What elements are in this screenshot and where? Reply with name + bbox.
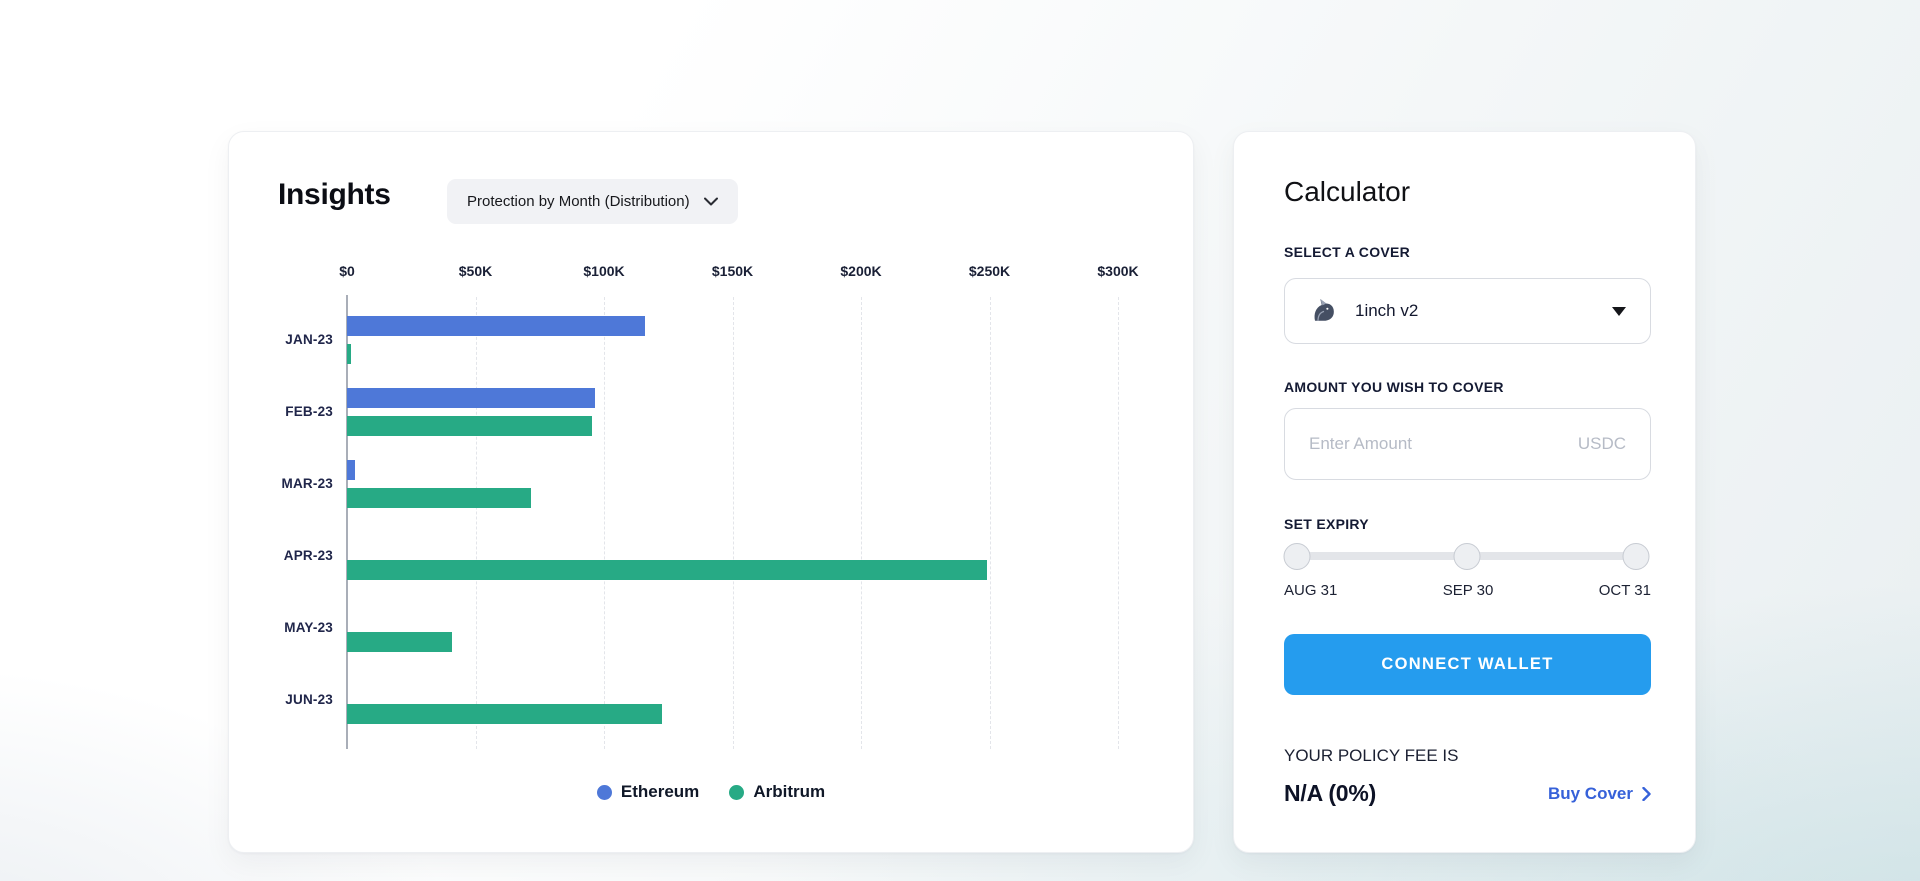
cover-select-label: SELECT A COVER	[1284, 244, 1411, 260]
legend-item-arbitrum: Arbitrum	[729, 782, 825, 802]
gridline	[475, 297, 477, 749]
policy-fee-value: N/A (0%)	[1284, 780, 1377, 806]
y-axis-month-label: JUN-23	[285, 692, 333, 707]
x-axis-tick: $150K	[711, 263, 754, 279]
policy-fee-label: YOUR POLICY FEE IS	[1284, 746, 1459, 765]
legend-item-ethereum: Ethereum	[596, 782, 700, 802]
bar-arbitrum	[347, 416, 593, 436]
x-axis-tick: $50K	[458, 263, 493, 279]
1inch-logo-icon	[1314, 299, 1334, 321]
y-axis-month-label: MAY-23	[284, 620, 333, 635]
amount-label: AMOUNT YOU WISH TO COVER	[1284, 379, 1504, 395]
cover-selected-value: 1inch v2	[1355, 301, 1419, 320]
y-axis-month-label: APR-23	[283, 548, 333, 563]
insights-card: Insights Protection by Month (Distributi…	[228, 131, 1194, 853]
slider-thumb-aug31[interactable]	[1283, 543, 1311, 570]
chart-filter-selected: Protection by Month (Distribution)	[467, 193, 690, 210]
x-axis-tick: $0	[339, 263, 355, 279]
gridline	[604, 297, 605, 749]
legend-dot-arbitrum	[729, 784, 745, 800]
chart-legend: Ethereum Arbitrum	[229, 782, 1193, 802]
bar-ethereum	[347, 388, 595, 408]
expiry-option: SEP 30	[1442, 582, 1494, 599]
gridline	[861, 297, 862, 749]
expiry-slider[interactable]	[1283, 542, 1650, 570]
bar-arbitrum	[347, 488, 531, 508]
gridline	[1118, 297, 1119, 749]
expiry-option: OCT 31	[1598, 582, 1651, 599]
legend-label: Ethereum	[620, 782, 700, 801]
caret-down-icon	[1612, 306, 1626, 316]
insights-title: Insights	[278, 178, 391, 211]
connect-wallet-button[interactable]: CONNECT WALLET	[1284, 634, 1651, 695]
expiry-option: AUG 31	[1284, 582, 1338, 599]
gridline	[732, 297, 734, 749]
x-axis-tick: $100K	[583, 263, 625, 279]
slider-thumb-oct31[interactable]	[1622, 543, 1650, 570]
chart-filter-dropdown[interactable]: Protection by Month (Distribution)	[447, 179, 738, 224]
bar-arbitrum	[347, 560, 987, 580]
currency-suffix: USDC	[1577, 434, 1626, 453]
chevron-down-icon	[703, 197, 718, 206]
amount-input[interactable]	[1309, 434, 1578, 454]
amount-input-wrap: USDC	[1284, 408, 1651, 480]
slider-thumb-sep30[interactable]	[1453, 543, 1480, 570]
gridline	[989, 297, 991, 749]
bar-arbitrum	[347, 344, 351, 364]
x-axis-tick: $200K	[840, 263, 882, 279]
legend-label: Arbitrum	[753, 782, 826, 801]
x-axis-tick: $300K	[1097, 263, 1139, 279]
buy-cover-link[interactable]: Buy Cover	[1548, 784, 1651, 804]
legend-dot-ethereum	[596, 784, 612, 800]
chevron-right-icon	[1642, 786, 1651, 801]
bar-arbitrum	[347, 704, 662, 724]
cover-select[interactable]: 1inch v2	[1284, 278, 1651, 344]
calculator-card: Calculator SELECT A COVER 1inch v2 AMOUN…	[1233, 131, 1696, 853]
policy-fee-row: N/A (0%) Buy Cover	[1284, 780, 1651, 807]
bar-ethereum	[347, 316, 646, 336]
calculator-title: Calculator	[1284, 176, 1411, 207]
expiry-label: SET EXPIRY	[1284, 516, 1369, 532]
x-axis-tick: $250K	[968, 263, 1011, 279]
bar-arbitrum	[347, 632, 453, 652]
bar-ethereum	[347, 460, 355, 480]
y-axis-line	[346, 295, 348, 749]
y-axis-month-label: JAN-23	[285, 332, 333, 347]
protection-bar-chart: $0 $50K $100K $150K $200K $250K $300K JAN-23 FEB…	[229, 263, 1195, 749]
y-axis-month-label: FEB-23	[285, 404, 333, 419]
expiry-options: AUG 31 SEP 30 OCT 31	[1284, 582, 1651, 599]
y-axis-month-label: MAR-23	[281, 476, 333, 491]
